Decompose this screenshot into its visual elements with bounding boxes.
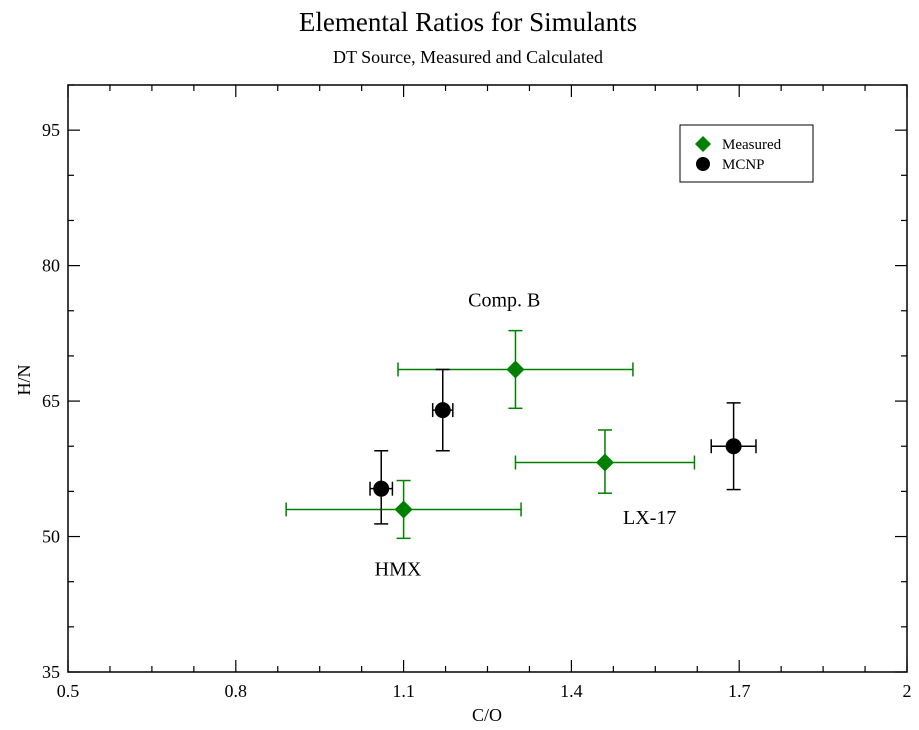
y-tick-label: 35 [42, 662, 60, 682]
point-annotation: HMX [375, 558, 422, 580]
x-tick-label: 0.5 [57, 681, 80, 701]
annotation-layer: Comp. B LX-17 HMX [375, 289, 677, 580]
y-axis-label: H/N [14, 365, 34, 396]
data-point-diamond [595, 453, 614, 472]
x-tick-label: 2 [903, 681, 912, 701]
x-axis-label: C/O [472, 705, 502, 725]
y-tick-label: 80 [42, 256, 60, 276]
data-point-circle [373, 480, 390, 497]
legend-label: Measured [722, 137, 782, 153]
chart-title: Elemental Ratios for Simulants [299, 7, 637, 37]
x-tick-label: 0.8 [225, 681, 248, 701]
y-tick-label: 50 [42, 527, 60, 547]
legend-box [679, 124, 814, 183]
legend-label: MCNP [722, 157, 765, 173]
point-annotation: Comp. B [468, 289, 540, 311]
series-mcnp [369, 368, 757, 525]
x-tick-label: 1.4 [560, 681, 583, 701]
data-series-layer [285, 329, 757, 540]
data-point-diamond [394, 500, 413, 519]
point-annotation: LX-17 [623, 507, 676, 529]
y-tick-label: 65 [42, 391, 60, 411]
y-tick-label: 95 [42, 120, 60, 140]
series-measured [285, 329, 696, 540]
data-point-circle [725, 438, 742, 455]
legend-marker-diamond [695, 136, 711, 152]
x-tick-label: 1.7 [728, 681, 751, 701]
legend-marker-circle [696, 157, 710, 171]
y-axis-ticks [68, 84, 907, 673]
data-point-diamond [506, 360, 525, 379]
y-axis-tick-labels: 35 50 65 80 95 [42, 120, 60, 682]
legend: Measured MCNP [679, 124, 814, 183]
chart-subtitle: DT Source, Measured and Calculated [333, 47, 603, 67]
x-tick-label: 1.1 [392, 681, 415, 701]
x-axis-tick-labels: 0.5 0.8 1.1 1.4 1.7 2 [57, 681, 912, 701]
data-point-circle [434, 402, 451, 419]
x-axis-ticks [67, 85, 908, 672]
